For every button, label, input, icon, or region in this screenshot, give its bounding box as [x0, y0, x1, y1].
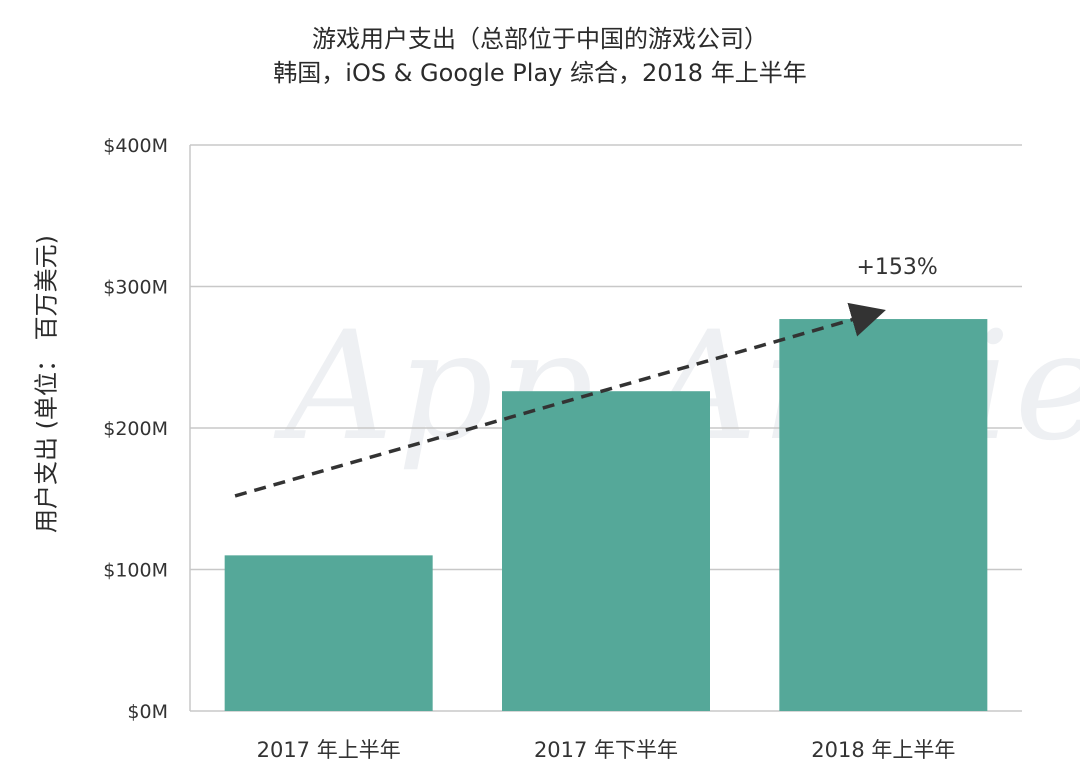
y-tick-label: $0M — [127, 701, 168, 723]
chart-subtitle: 韩国，iOS & Google Play 综合，2018 年上半年 — [273, 59, 807, 87]
chart-title: 游戏用户支出（总部位于中国的游戏公司） — [312, 25, 768, 53]
y-tick-label: $300M — [103, 277, 168, 299]
growth-arrow — [234, 302, 886, 498]
x-category-label: 2018 年上半年 — [811, 738, 955, 762]
bars — [224, 319, 988, 711]
chart-title-block: 游戏用户支出（总部位于中国的游戏公司） 韩国，iOS & Google Play… — [0, 22, 1080, 90]
growth-annotation: +153% — [234, 255, 938, 498]
y-tick-label: $100M — [103, 560, 168, 582]
x-category-label: 2017 年下半年 — [534, 738, 678, 762]
bar — [224, 555, 433, 711]
y-tick-label: $200M — [103, 418, 168, 440]
bar — [779, 319, 988, 711]
y-tick-label: $400M — [103, 135, 168, 157]
growth-annotation-label: +153% — [857, 255, 938, 280]
bar — [502, 391, 710, 711]
axis-labels: $0M $100M $200M $300M $400M 2017 年上半年 2017 年下半… — [103, 135, 955, 762]
x-category-label: 2017 年上半年 — [257, 738, 401, 762]
